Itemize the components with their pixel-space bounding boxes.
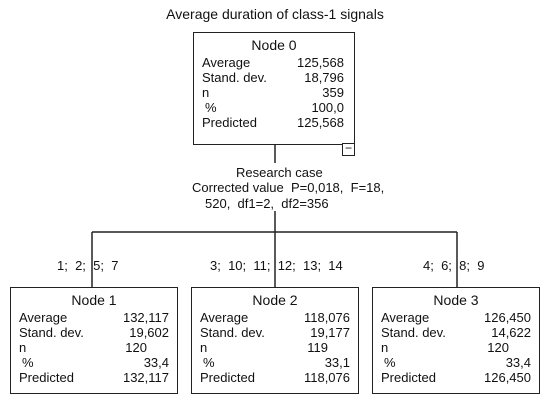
node-2-row-percent: % 33,1 [203,355,350,370]
split-variable-label: Research case [236,165,323,180]
node-3-row-n: n 120 [381,340,509,355]
node-2-box[interactable]: Node 2 Average 118,076 Stand. dev. 19,177 … [191,287,359,394]
collapse-toggle-icon[interactable]: − [342,142,355,156]
node-0-box[interactable]: Node 0 Average 125,568 Stand. dev. 18,796 … [193,32,355,145]
node-2-row-stdev: Stand. dev. 19,177 [200,325,350,340]
node-1-box[interactable]: Node 1 Average 132,117 Stand. dev. 19,602 … [10,287,178,394]
node-0-row-average: Average 125,568 [202,55,344,70]
node-2-row-predicted: Predicted 118,076 [200,370,350,385]
node-1-row-n: n 120 [19,340,147,355]
node-2-row-n: n 119 [200,340,328,355]
diagram-title: Average duration of class-1 signals [166,6,384,22]
node-1-row-average: Average 132,117 [19,310,169,325]
node-3-row-predicted: Predicted 126,450 [381,370,531,385]
node-1-row-predicted: Predicted 132,117 [19,370,169,385]
node-2-row-average: Average 118,076 [200,310,350,325]
node-0-header: Node 0 [251,37,297,53]
node-1-row-percent: % 33,4 [22,355,169,370]
node-0-row-stdev: Stand. dev. 18,796 [202,70,344,85]
node-1-row-stdev: Stand. dev. 19,602 [19,325,169,340]
branch-label-right: 4; 6; 8; 9 [423,258,485,273]
split-statistics-line2: 520, df1=2, df2=356 [205,196,329,211]
node-3-row-average: Average 126,450 [381,310,531,325]
branch-label-left: 1; 2; 5; 7 [57,258,119,273]
branch-label-middle: 3; 10; 11; 12; 13; 14 [210,258,343,273]
node-3-row-percent: % 33,4 [384,355,531,370]
node-3-box[interactable]: Node 3 Average 126,450 Stand. dev. 14,622 … [372,287,540,394]
node-0-row-percent: % 100,0 [205,100,344,115]
node-3-header: Node 3 [433,292,479,308]
node-0-row-predicted: Predicted 125,568 [202,115,344,130]
node-1-header: Node 1 [71,292,117,308]
node-0-row-n: n 359 [202,85,344,100]
split-statistics-line1: Corrected value P=0,018, F=18, [192,180,385,195]
node-3-row-stdev: Stand. dev. 14,622 [381,325,531,340]
node-2-header: Node 2 [252,292,298,308]
